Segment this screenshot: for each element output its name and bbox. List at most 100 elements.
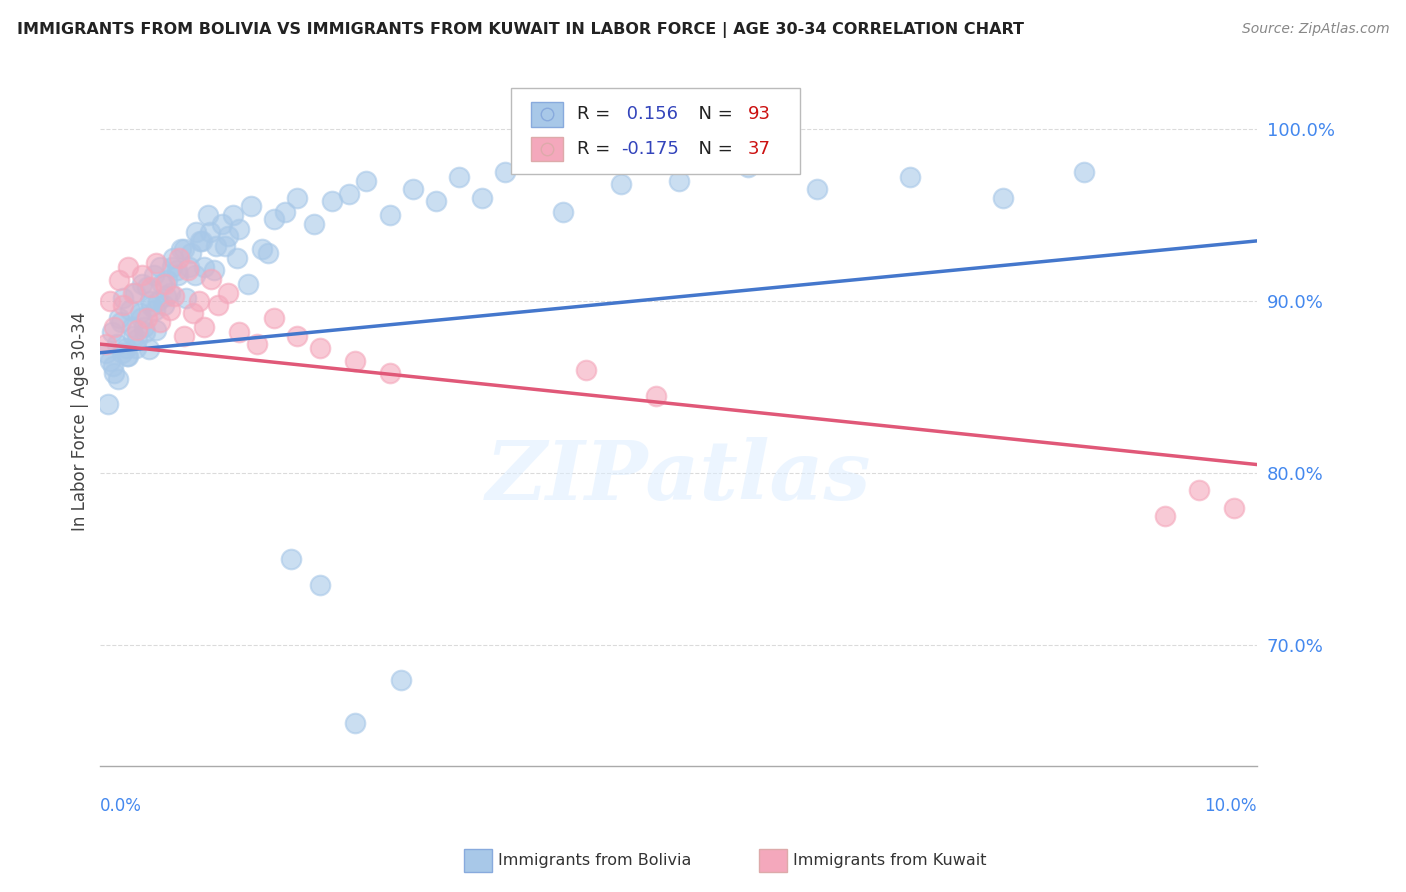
Point [156, 273, 179, 287]
Point [134, 325, 156, 339]
Point [228, 325, 250, 339]
Point [207, 297, 229, 311]
Point [155, 289, 177, 303]
Point [105, 337, 128, 351]
Point [101, 325, 124, 339]
FancyBboxPatch shape [530, 102, 562, 127]
Point [378, 367, 401, 381]
Text: -0.175: -0.175 [621, 140, 679, 158]
Text: 37: 37 [748, 140, 770, 158]
Text: 93: 93 [748, 105, 770, 123]
Point [285, 328, 308, 343]
Point [309, 341, 332, 355]
Text: ZIPatlas: ZIPatlas [486, 436, 872, 516]
Point [197, 208, 219, 222]
Text: Source: ZipAtlas.com: Source: ZipAtlas.com [1241, 22, 1389, 37]
Point [141, 299, 163, 313]
Point [425, 194, 447, 209]
Point [644, 389, 666, 403]
Point [131, 268, 153, 283]
Point [309, 578, 332, 592]
Point [145, 323, 167, 337]
Point [108, 311, 131, 326]
Point [128, 306, 150, 320]
Point [494, 165, 516, 179]
Point [153, 277, 176, 291]
Point [101, 359, 124, 374]
Point [167, 251, 190, 265]
Point [337, 187, 360, 202]
Point [94, 345, 117, 359]
Point [202, 263, 225, 277]
Point [737, 160, 759, 174]
Point [139, 294, 162, 309]
Point [159, 285, 181, 300]
Point [211, 217, 233, 231]
Point [245, 337, 267, 351]
Point [112, 297, 135, 311]
Point [378, 208, 401, 222]
Point [150, 277, 173, 291]
Point [115, 349, 138, 363]
Point [610, 177, 633, 191]
Point [98, 354, 121, 368]
Point [188, 234, 211, 248]
Point [166, 263, 188, 277]
Point [163, 289, 186, 303]
Text: N =: N = [686, 105, 738, 123]
Point [471, 191, 494, 205]
Point [117, 349, 139, 363]
Text: Immigrants from Kuwait: Immigrants from Kuwait [793, 854, 987, 868]
Point [356, 174, 378, 188]
Point [143, 302, 166, 317]
Point [186, 225, 208, 239]
Point [898, 170, 921, 185]
Point [166, 268, 188, 283]
Point [149, 260, 172, 274]
Point [551, 204, 574, 219]
Point [1188, 483, 1211, 498]
Point [191, 234, 214, 248]
Point [159, 302, 181, 317]
Point [148, 294, 170, 309]
Point [121, 328, 143, 343]
Point [193, 260, 215, 274]
Text: N =: N = [686, 140, 738, 158]
Point [1073, 165, 1095, 179]
Point [238, 277, 260, 291]
Point [162, 251, 184, 265]
Point [121, 319, 143, 334]
Point [117, 260, 139, 274]
Point [575, 363, 598, 377]
FancyBboxPatch shape [510, 87, 800, 174]
Point [125, 341, 148, 355]
Point [389, 673, 412, 687]
Point [94, 337, 117, 351]
Point [184, 268, 207, 283]
Point [127, 332, 149, 346]
Point [239, 199, 262, 213]
Point [103, 367, 125, 381]
Point [214, 239, 236, 253]
Point [1153, 509, 1175, 524]
Point [263, 311, 285, 326]
Text: Immigrants from Bolivia: Immigrants from Bolivia [498, 854, 692, 868]
Point [181, 306, 204, 320]
Point [193, 319, 215, 334]
Point [103, 319, 125, 334]
Point [200, 225, 222, 239]
Point [127, 323, 149, 337]
Point [170, 243, 193, 257]
Point [138, 343, 160, 357]
Point [304, 217, 326, 231]
Point [141, 280, 163, 294]
Point [135, 280, 157, 294]
Point [145, 256, 167, 270]
Point [179, 260, 201, 274]
Point [177, 263, 200, 277]
Point [285, 191, 308, 205]
Point [222, 208, 245, 222]
Point [257, 246, 280, 260]
Text: 10.0%: 10.0% [1205, 797, 1257, 814]
Point [225, 251, 247, 265]
